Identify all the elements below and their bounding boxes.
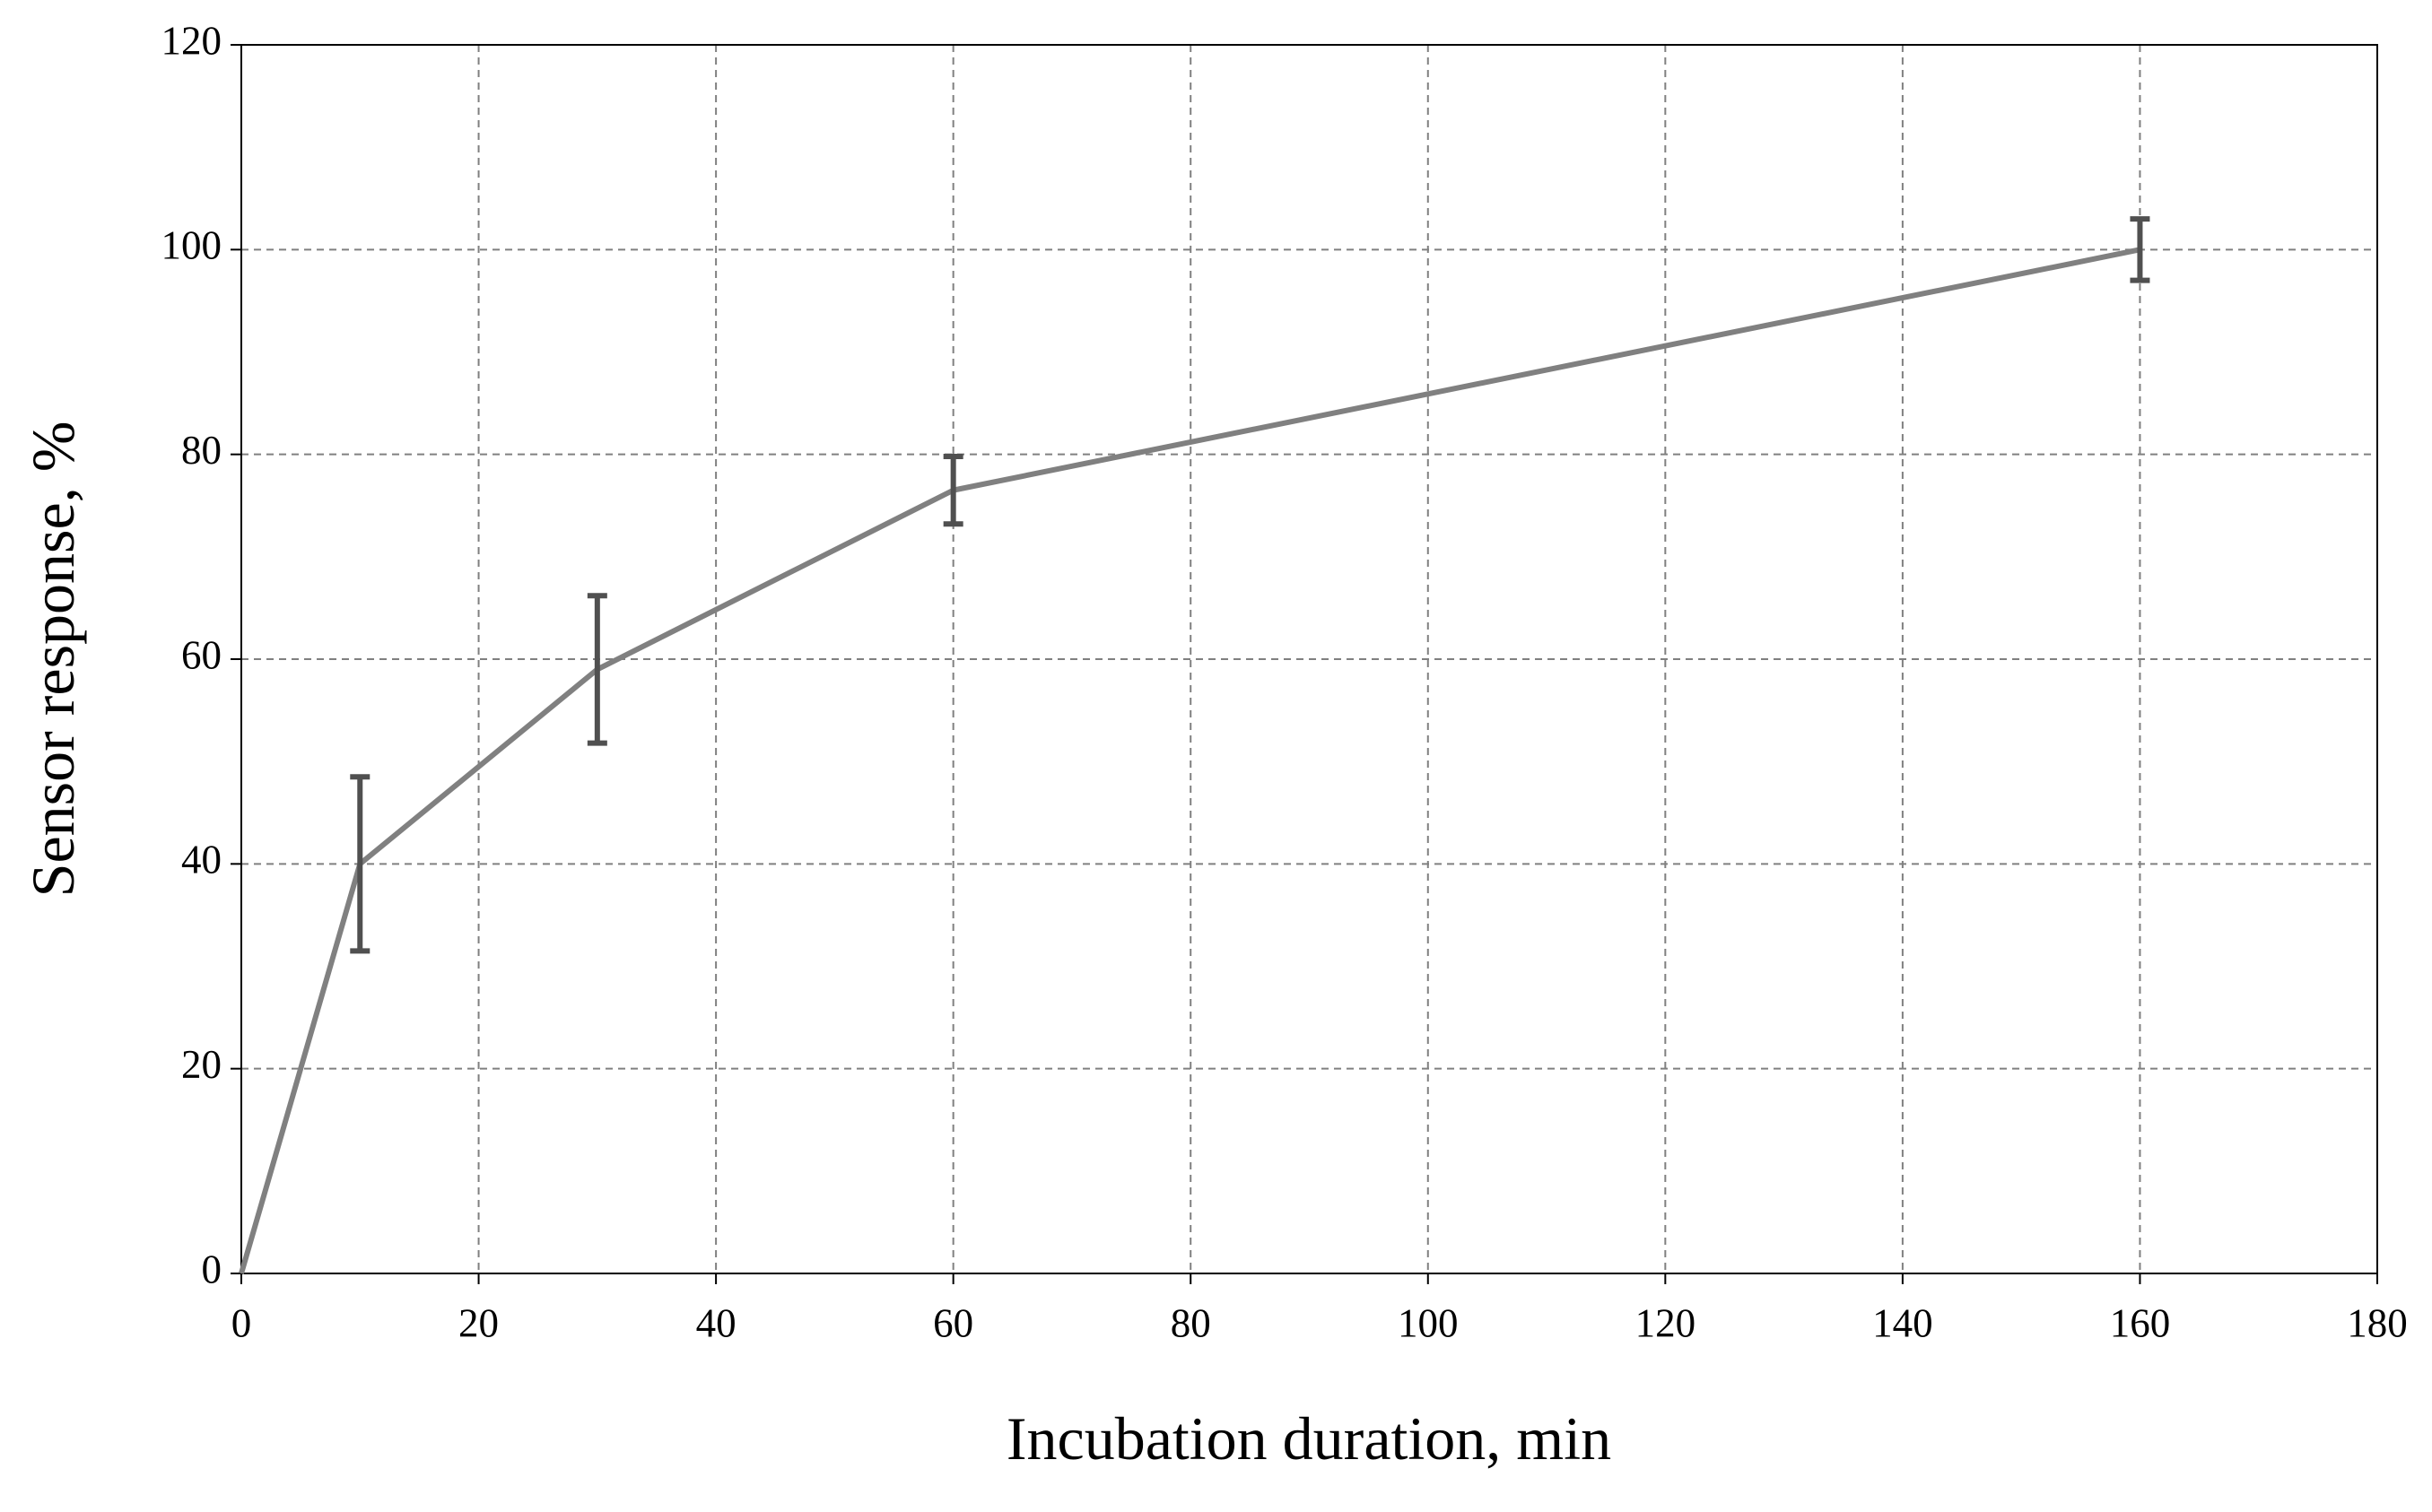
y-axis-title: Sensor response, % [19,421,87,898]
y-tick-label: 0 [202,1247,222,1291]
x-tick-label: 140 [1872,1300,1933,1345]
y-tick-label: 100 [161,223,222,268]
x-tick-label: 60 [933,1300,973,1345]
x-tick-label: 0 [231,1300,252,1345]
error-bar [587,593,607,746]
y-tick-label: 40 [181,838,222,882]
x-tick-label: 80 [1171,1300,1211,1345]
error-bar [943,453,963,527]
x-tick-label: 160 [2110,1300,2171,1345]
x-tick-label: 20 [458,1300,499,1345]
error-bar [2130,216,2150,283]
x-axis-title: Incubation duration, min [1007,1404,1611,1473]
error-bar [350,774,370,954]
y-tick-label: 120 [161,18,222,63]
x-tick-label: 40 [696,1300,737,1345]
x-tick-label: 100 [1398,1300,1459,1345]
plot-frame [240,44,2378,1274]
y-tick-label: 60 [181,632,222,677]
y-tick-label: 20 [181,1042,222,1087]
x-tick-label: 120 [1635,1300,1696,1345]
x-tick-label: 180 [2347,1300,2408,1345]
y-tick-label: 80 [181,428,222,473]
